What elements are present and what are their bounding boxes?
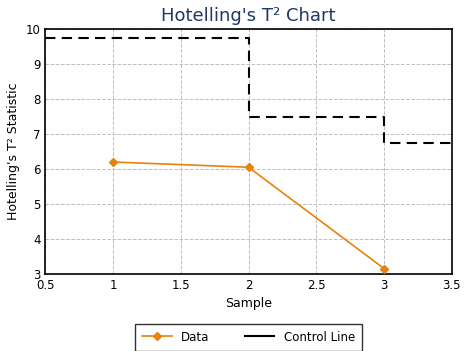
X-axis label: Sample: Sample xyxy=(225,297,272,310)
Title: Hotelling's T² Chart: Hotelling's T² Chart xyxy=(161,7,336,25)
Legend: Data, Control Line: Data, Control Line xyxy=(135,324,362,351)
Y-axis label: Hotelling's T² Statistic: Hotelling's T² Statistic xyxy=(7,83,20,220)
Text: 6.7465: 6.7465 xyxy=(0,350,1,351)
